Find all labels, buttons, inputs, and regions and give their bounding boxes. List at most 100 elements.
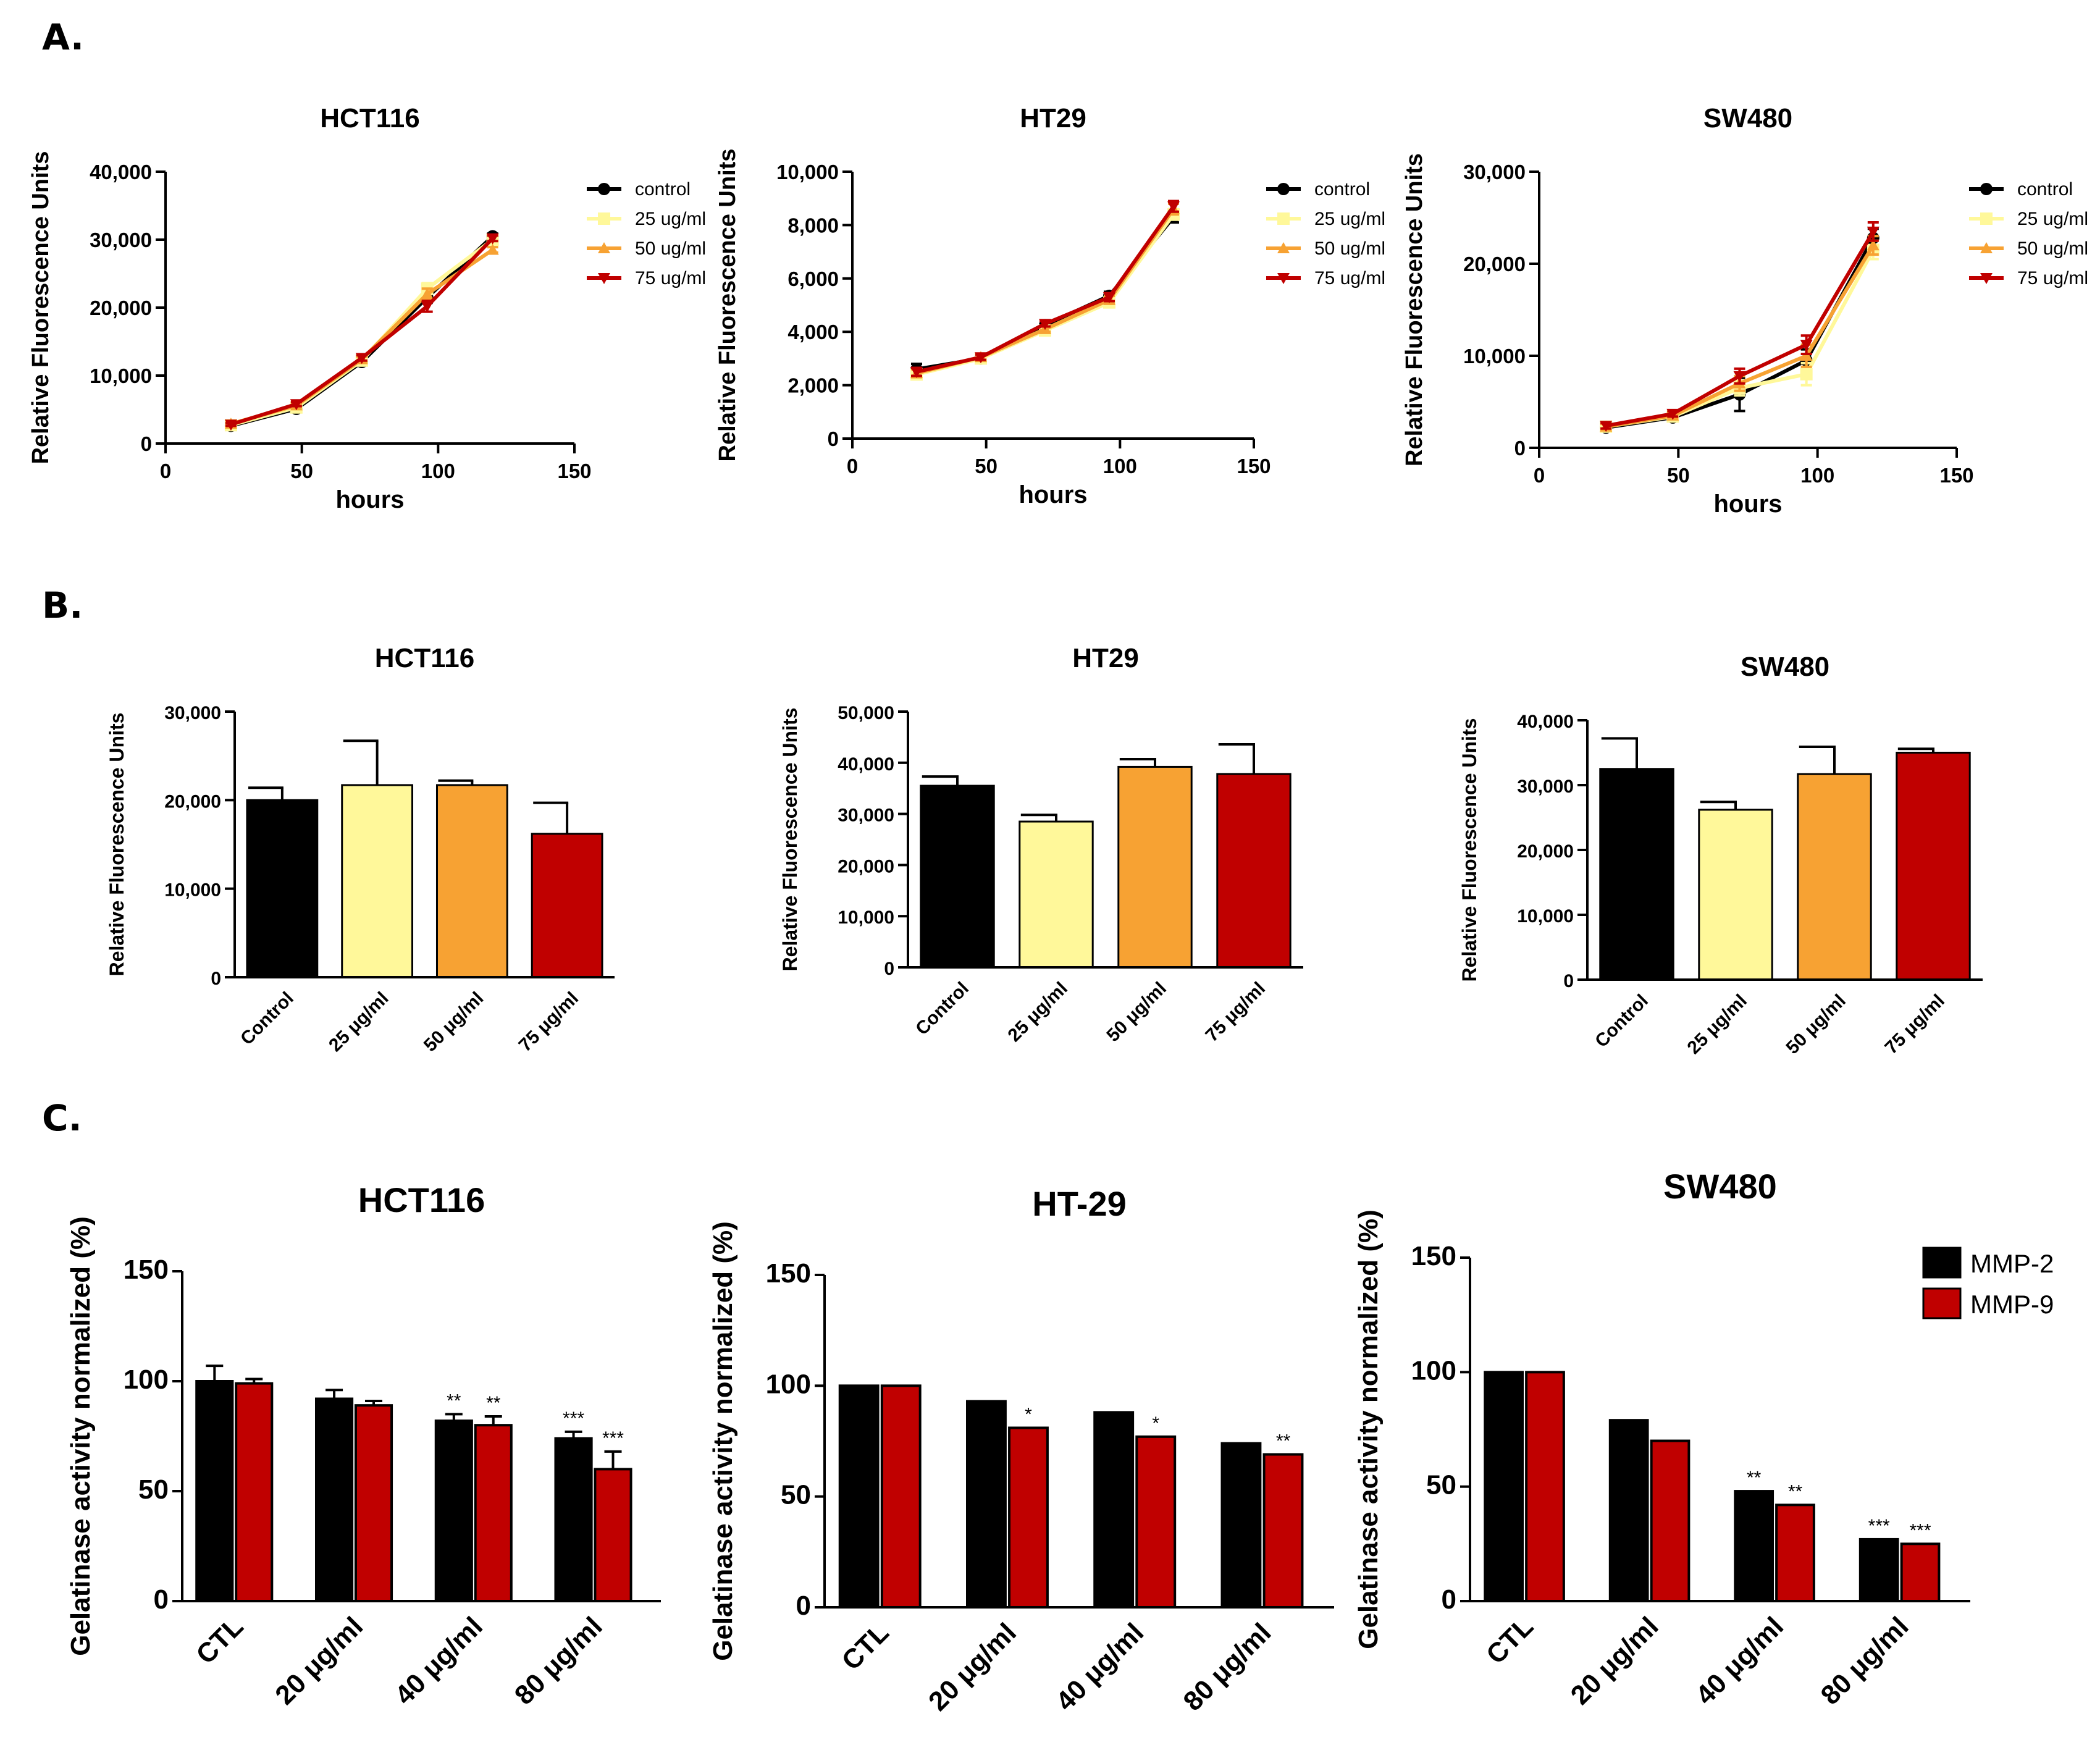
y-tick-label: 0 xyxy=(211,969,221,989)
y-tick-label: 20,000 xyxy=(1463,253,1526,275)
bar-mmp-9-20-g-ml xyxy=(1650,1439,1690,1603)
x-tick-label: 75 μg/ml xyxy=(515,988,582,1056)
y-tick-label: 0 xyxy=(1563,971,1574,991)
y-tick-label: 30,000 xyxy=(1517,776,1574,797)
series-75-ug-ml xyxy=(1600,221,1880,432)
legend-swatch xyxy=(1922,1247,1962,1279)
y-tick-label: 2,000 xyxy=(788,374,839,397)
y-tick-label: 30,000 xyxy=(164,703,221,723)
significance-stars: ** xyxy=(447,1390,461,1411)
y-tick-label: 20,000 xyxy=(1517,841,1574,862)
x-tick-label: 100 xyxy=(1800,464,1834,487)
series-line xyxy=(916,205,1175,374)
significance-stars: *** xyxy=(563,1408,584,1429)
y-tick-label: 10,000 xyxy=(1517,906,1574,927)
legend-marker xyxy=(1980,273,1993,284)
y-tick-label: 40,000 xyxy=(90,161,152,183)
y-tick-label: 50 xyxy=(781,1480,811,1510)
y-tick-label: 10,000 xyxy=(838,907,894,928)
y-tick-label: 40,000 xyxy=(838,754,894,775)
bar-mmp-9-80-g-ml xyxy=(1900,1542,1941,1602)
axis-lines xyxy=(1538,172,1957,449)
x-tick-label: 150 xyxy=(557,460,591,482)
y-tick-label: 10,000 xyxy=(776,161,839,183)
series-line xyxy=(230,238,494,427)
bar-25-g-ml xyxy=(1018,820,1094,969)
data-point xyxy=(1666,408,1679,420)
series-control xyxy=(910,210,1180,376)
bar-mmp-2-20-g-ml xyxy=(966,1400,1007,1609)
significance-stars: * xyxy=(1152,1413,1159,1434)
y-tick-label: 30,000 xyxy=(90,229,152,251)
legend-label: control xyxy=(635,179,691,200)
bar-mmp-9-20-g-ml xyxy=(354,1404,393,1602)
y-tick-label: 20,000 xyxy=(164,791,221,812)
y-tick-label: 0 xyxy=(1514,437,1526,460)
bar-mmp-9-ctl xyxy=(1525,1371,1565,1602)
y-tick-label: 50 xyxy=(1426,1470,1456,1500)
x-tick-label: 0 xyxy=(160,460,171,482)
axis-lines xyxy=(164,172,574,445)
y-axis-title: Relative Fluorescence Units xyxy=(106,713,128,977)
chart-title: HCT116 xyxy=(320,103,419,133)
chart-title: HT29 xyxy=(1020,103,1086,133)
x-tick-label: 40 μg/ml xyxy=(1050,1617,1149,1717)
series-control xyxy=(1600,227,1880,434)
y-tick-label: 50,000 xyxy=(838,703,894,723)
y-tick-label: 0 xyxy=(828,427,839,450)
chart-title: HT-29 xyxy=(1032,1184,1127,1223)
bar-50-g-ml xyxy=(435,784,508,978)
bar-mmp-9-40-g-ml xyxy=(1135,1435,1177,1609)
bar-control xyxy=(1599,768,1674,981)
bar-50-g-ml xyxy=(1117,765,1193,969)
bar-mmp-9-20-g-ml xyxy=(1008,1426,1049,1609)
x-tick-label: 150 xyxy=(1237,455,1270,477)
x-tick-label: Control xyxy=(237,988,298,1049)
y-axis-title: Relative Fluorescence Units xyxy=(1458,718,1480,982)
x-tick-label: Control xyxy=(1591,991,1652,1052)
bar-75-g-ml xyxy=(1216,773,1292,969)
bar-mmp-2-80-g-ml xyxy=(1858,1537,1899,1602)
data-point xyxy=(224,419,237,431)
y-tick-label: 6,000 xyxy=(788,267,839,290)
series-line xyxy=(916,208,1175,376)
y-tick-label: 100 xyxy=(124,1365,169,1395)
series-25-ug-ml xyxy=(224,233,499,432)
legend-marker xyxy=(1277,273,1290,284)
y-tick-label: 0 xyxy=(796,1591,811,1621)
x-tick-label: CTL xyxy=(1480,1611,1539,1670)
y-tick-label: 10,000 xyxy=(164,880,221,901)
bar-mmp-2-20-g-ml xyxy=(315,1397,354,1602)
y-tick-label: 8,000 xyxy=(788,214,839,237)
y-tick-label: 30,000 xyxy=(1463,161,1526,183)
data-point xyxy=(975,352,987,364)
data-point xyxy=(1800,340,1813,351)
bar-mmp-2-40-g-ml xyxy=(1734,1490,1774,1603)
x-tick-label: 80 μg/ml xyxy=(509,1611,608,1710)
panel-label-a: A. xyxy=(42,16,84,58)
chart-b-hct116: HCT116 Control 25 μg/ml 50 μg/ml 75 μg/ml 0 10… xyxy=(106,643,615,1056)
bar-mmp-9-80-g-ml xyxy=(594,1468,632,1602)
chart-title: SW480 xyxy=(1703,103,1792,133)
bar-75-g-ml xyxy=(531,833,603,978)
legend-label: control xyxy=(1314,179,1370,200)
x-tick-label: 75 μg/ml xyxy=(1881,991,1949,1058)
y-axis-title: Gelatinase activity normalized (%) xyxy=(65,1216,96,1656)
y-tick-label: 150 xyxy=(766,1258,811,1289)
legend-swatch xyxy=(1922,1287,1962,1319)
bar-mmp-2-40-g-ml xyxy=(1093,1411,1135,1609)
data-point xyxy=(1103,292,1115,304)
x-tick-label: 20 μg/ml xyxy=(269,1611,369,1710)
y-axis-title: Relative Fluorescence Units xyxy=(715,149,741,462)
series-line xyxy=(916,213,1175,377)
x-axis-title: hours xyxy=(1018,481,1087,508)
x-tick-label: 0 xyxy=(847,455,858,477)
significance-stars: * xyxy=(1025,1404,1032,1424)
chart-title: HT29 xyxy=(1072,643,1139,673)
x-tick-label: 50 xyxy=(290,460,313,482)
series-line xyxy=(916,216,1175,371)
y-tick-label: 10,000 xyxy=(90,364,152,387)
legend-marker xyxy=(1277,212,1290,225)
chart-title: SW480 xyxy=(1663,1167,1777,1206)
